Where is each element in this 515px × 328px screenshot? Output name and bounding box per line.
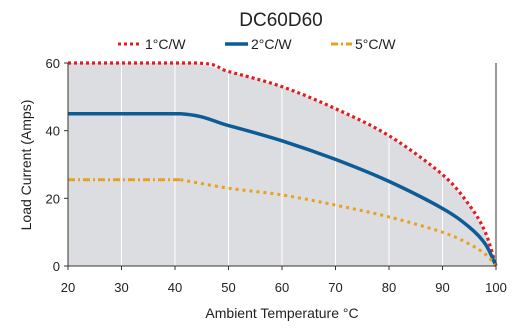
legend-label-3: 5°C/W xyxy=(355,36,396,52)
y-tick-label: 0 xyxy=(53,259,60,274)
legend-item-3: 5°C/W xyxy=(331,36,396,52)
x-tick-label: 40 xyxy=(168,280,182,295)
legend-label-1: 1°C/W xyxy=(145,36,186,52)
y-axis-label: Load Current (Amps) xyxy=(18,100,34,231)
x-tick-label: 50 xyxy=(221,280,235,295)
x-tick-label: 20 xyxy=(61,280,75,295)
legend-item-2: 2°C/W xyxy=(225,36,292,52)
series-line-1 xyxy=(68,61,498,267)
series-line-2 xyxy=(68,112,498,267)
y-tick-label: 40 xyxy=(46,124,60,139)
x-tick-label: 30 xyxy=(114,280,128,295)
chart-title: DC60D60 xyxy=(239,10,322,31)
x-tick-label: 70 xyxy=(328,280,342,295)
y-tick-label: 60 xyxy=(46,56,60,71)
legend: 1°C/W 2°C/W 5°C/W xyxy=(118,36,396,52)
x-tick-label: 100 xyxy=(485,280,507,295)
x-axis-label: Ambient Temperature °C xyxy=(205,305,358,321)
x-tick-label: 80 xyxy=(382,280,396,295)
x-tick-label: 90 xyxy=(435,280,449,295)
x-tick-label: 60 xyxy=(275,280,289,295)
legend-label-2: 2°C/W xyxy=(251,36,292,52)
legend-item-1: 1°C/W xyxy=(118,36,186,52)
series-line-3-tail xyxy=(180,178,498,268)
y-tick-label: 20 xyxy=(46,191,60,206)
